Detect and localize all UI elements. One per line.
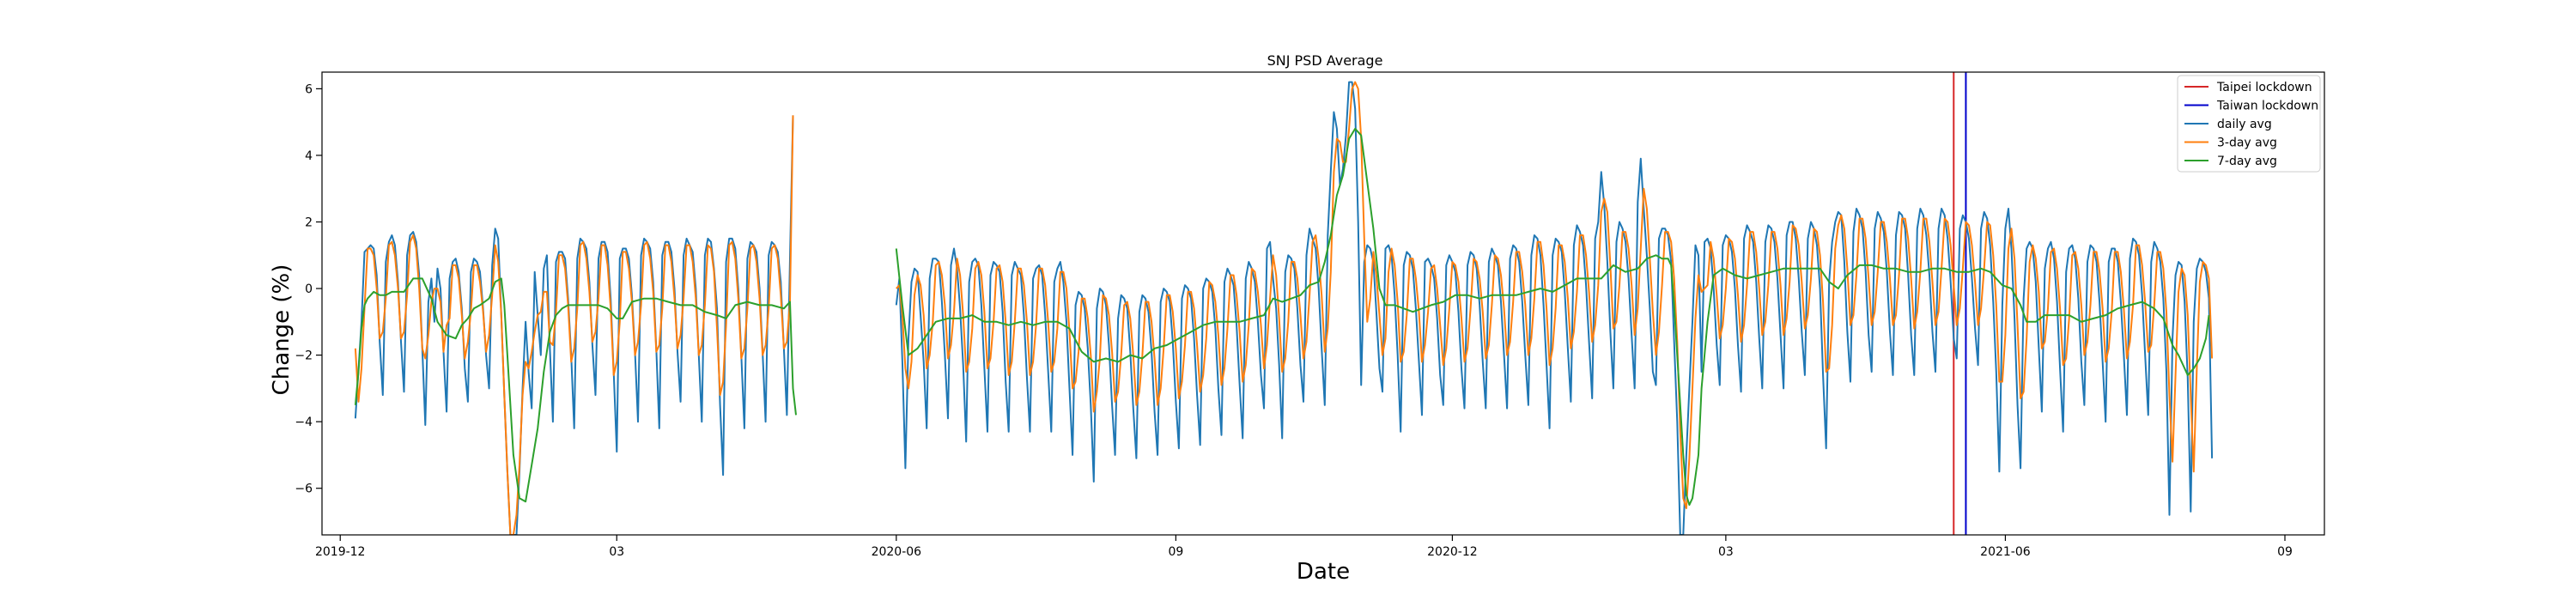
chart-title: SNJ PSD Average: [1267, 52, 1383, 69]
legend-label: 7-day avg: [2217, 155, 2277, 168]
x-tick-label: 2020-06: [872, 545, 922, 559]
series-line-7-day-avg: [354, 127, 2210, 507]
legend: Taipei lockdown Taiwan lockdown daily avg 3…: [2177, 75, 2321, 173]
y-tick-label: 6: [305, 82, 313, 96]
y-tick-label: 4: [305, 149, 313, 163]
y-tick-label: −2: [295, 349, 313, 363]
series-lines: [354, 81, 2214, 535]
legend-label: Taipei lockdown: [2216, 81, 2312, 94]
x-tick-label: 09: [2277, 545, 2293, 559]
y-tick-label: 0: [305, 282, 313, 296]
x-tick-label: 2021-06: [1980, 545, 2031, 559]
x-axis-title: Date: [1297, 559, 1350, 585]
x-tick-label: 03: [1718, 545, 1734, 559]
y-axis: 6 4 2 0 −2 −4 −6: [295, 82, 322, 496]
y-tick-label: −4: [295, 416, 313, 429]
y-tick-label: −6: [295, 483, 313, 496]
y-axis-title: Change (%): [269, 264, 295, 396]
legend-box: [2177, 75, 2321, 173]
legend-label: 3-day avg: [2217, 137, 2277, 150]
series-line-daily-avg: [354, 81, 2214, 535]
x-tick-label: 2020-12: [1427, 545, 1478, 559]
x-axis: 2019-12 03 2020-06 09 2020-12 03 2021-06 09: [315, 535, 2293, 559]
legend-label: Taiwan lockdown: [2216, 100, 2318, 113]
lockdown-lines: [1953, 72, 1967, 535]
legend-label: daily avg: [2217, 118, 2272, 131]
y-tick-label: 2: [305, 216, 313, 229]
x-tick-label: 03: [609, 545, 624, 559]
series-line-3-day-avg: [354, 81, 2214, 535]
plot-frame: [321, 71, 2325, 536]
x-tick-label: 2019-12: [315, 545, 366, 559]
x-tick-label: 09: [1168, 545, 1183, 559]
